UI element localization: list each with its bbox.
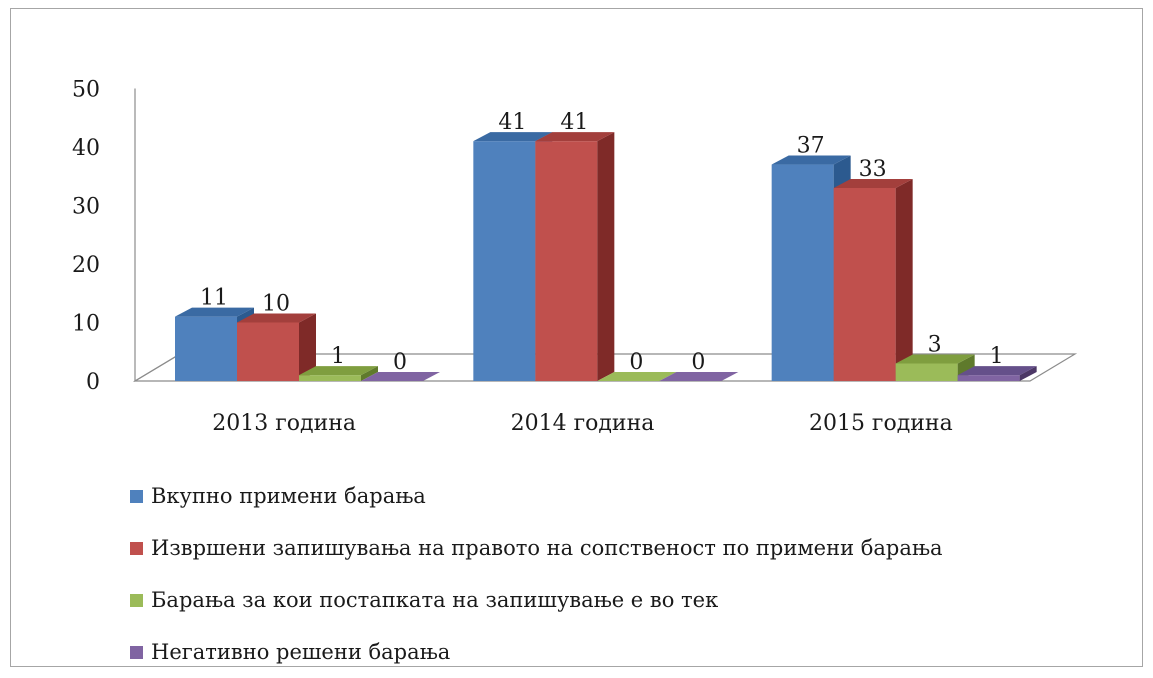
y-tick-label: 10 [72, 312, 100, 337]
data-label: 1 [990, 344, 1004, 369]
chart-legend: Вкупно примени барања Извршени запишувањ… [130, 470, 942, 678]
legend-swatch [130, 541, 143, 555]
bar-front [535, 141, 598, 381]
y-axis-line [134, 88, 181, 383]
y-tick-label: 20 [72, 253, 100, 278]
legend-swatch [130, 645, 143, 659]
bar-front [237, 322, 299, 381]
bar-side [597, 132, 615, 381]
bar-front [895, 363, 958, 381]
chart-floor [132, 353, 1078, 382]
legend-item-total: Вкупно примени барања [130, 470, 942, 522]
bar-side [895, 178, 913, 381]
legend-swatch [130, 593, 143, 607]
bar-front [833, 187, 896, 381]
data-label: 0 [691, 350, 705, 375]
bar-front [771, 164, 834, 381]
legend-label: Негативно решени барања [151, 640, 451, 664]
legend-label: Вкупно примени барања [151, 484, 426, 508]
bar-front [299, 375, 361, 381]
bar-top [237, 313, 316, 323]
data-label: 41 [560, 110, 588, 135]
bar-top [535, 132, 615, 142]
data-label: 1 [331, 344, 345, 369]
bar-top [833, 178, 913, 188]
legend-item-in-progress: Барања за кои постапката на запишување е… [130, 574, 942, 626]
bar-top [597, 372, 677, 381]
y-tick-label: 30 [72, 195, 100, 220]
bar-top [175, 307, 254, 317]
data-label: 10 [262, 292, 290, 317]
bar-top [957, 366, 1037, 376]
legend-swatch [130, 489, 143, 503]
bar-top [361, 372, 440, 381]
bar-top [895, 354, 975, 364]
bar-top [299, 366, 378, 376]
bar-side [361, 366, 378, 381]
bar-top [659, 372, 739, 381]
data-label: 11 [200, 286, 228, 311]
x-category-label: 2013 година [212, 411, 356, 436]
x-category-label: 2015 година [809, 411, 953, 436]
legend-item-rejected: Негативно решени барања [130, 626, 942, 678]
y-tick-label: 0 [86, 370, 100, 395]
bar-top [473, 132, 553, 142]
bar-front [957, 375, 1020, 381]
legend-label: Барања за кои постапката на запишување е… [151, 588, 719, 612]
bar-front [175, 316, 237, 381]
data-label: 37 [797, 134, 825, 159]
bar-side [1019, 366, 1037, 381]
x-category-label: 2014 година [511, 411, 655, 436]
legend-item-completed: Извршени запишувања на правото на сопств… [130, 522, 942, 574]
bar-side [299, 313, 316, 381]
bar-top [771, 155, 851, 165]
data-label: 3 [928, 332, 942, 357]
y-tick-label: 40 [72, 136, 100, 161]
data-label: 41 [498, 110, 526, 135]
legend-label: Извршени запишувања на правото на сопств… [151, 536, 943, 560]
chart-bars [175, 132, 1037, 381]
bar-front [473, 141, 536, 381]
data-label: 0 [629, 350, 643, 375]
y-tick-label: 50 [72, 78, 100, 103]
data-label: 33 [859, 157, 887, 182]
data-label: 0 [393, 350, 407, 375]
